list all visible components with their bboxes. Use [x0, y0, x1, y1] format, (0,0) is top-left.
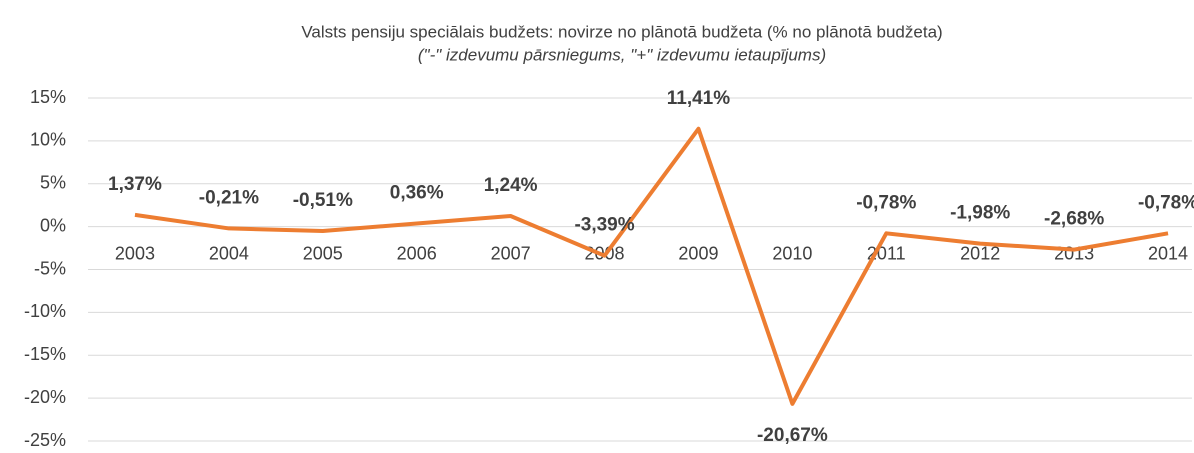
y-tick-label: -5%	[34, 258, 66, 278]
x-tick-label: 2006	[397, 243, 437, 263]
x-tick-label: 2007	[491, 243, 531, 263]
y-tick-label: -10%	[24, 301, 66, 321]
data-label: -2,68%	[1044, 209, 1104, 230]
x-tick-label: 2005	[303, 243, 343, 263]
x-tick-label: 2014	[1148, 243, 1188, 263]
data-label: -0,21%	[199, 187, 259, 208]
y-tick-label: 5%	[40, 173, 66, 193]
y-tick-label: 10%	[30, 130, 66, 150]
data-label: -0,51%	[293, 190, 353, 211]
line-series	[134, 126, 1169, 406]
y-tick-label: -20%	[24, 387, 66, 407]
chart-title: Valsts pensiju speciālais budžets: novir…	[301, 22, 942, 41]
data-label: 11,41%	[667, 88, 730, 109]
data-label: 0,36%	[390, 183, 444, 204]
x-tick-label: 2004	[209, 243, 249, 263]
x-tick-label: 2010	[772, 243, 812, 263]
data-label: -0,78%	[856, 192, 916, 213]
data-label: -3,39%	[574, 215, 634, 236]
y-tick-label: -15%	[24, 344, 66, 364]
data-label: -20,67%	[757, 425, 828, 446]
y-tick-label: 15%	[30, 87, 66, 107]
y-tick-label: -25%	[24, 430, 66, 450]
chart-subtitle: ("-" izdevumu pārsniegums, "+" izdevumu …	[418, 45, 826, 64]
data-label: -0,78%	[1138, 192, 1194, 213]
x-tick-label: 2009	[678, 243, 718, 263]
data-label: 1,24%	[484, 175, 538, 196]
data-label: -1,98%	[950, 203, 1010, 224]
data-label: 1,37%	[108, 174, 162, 195]
x-tick-label: 2003	[115, 243, 155, 263]
y-tick-label: 0%	[40, 215, 66, 235]
x-tick-label: 2012	[960, 243, 1000, 263]
